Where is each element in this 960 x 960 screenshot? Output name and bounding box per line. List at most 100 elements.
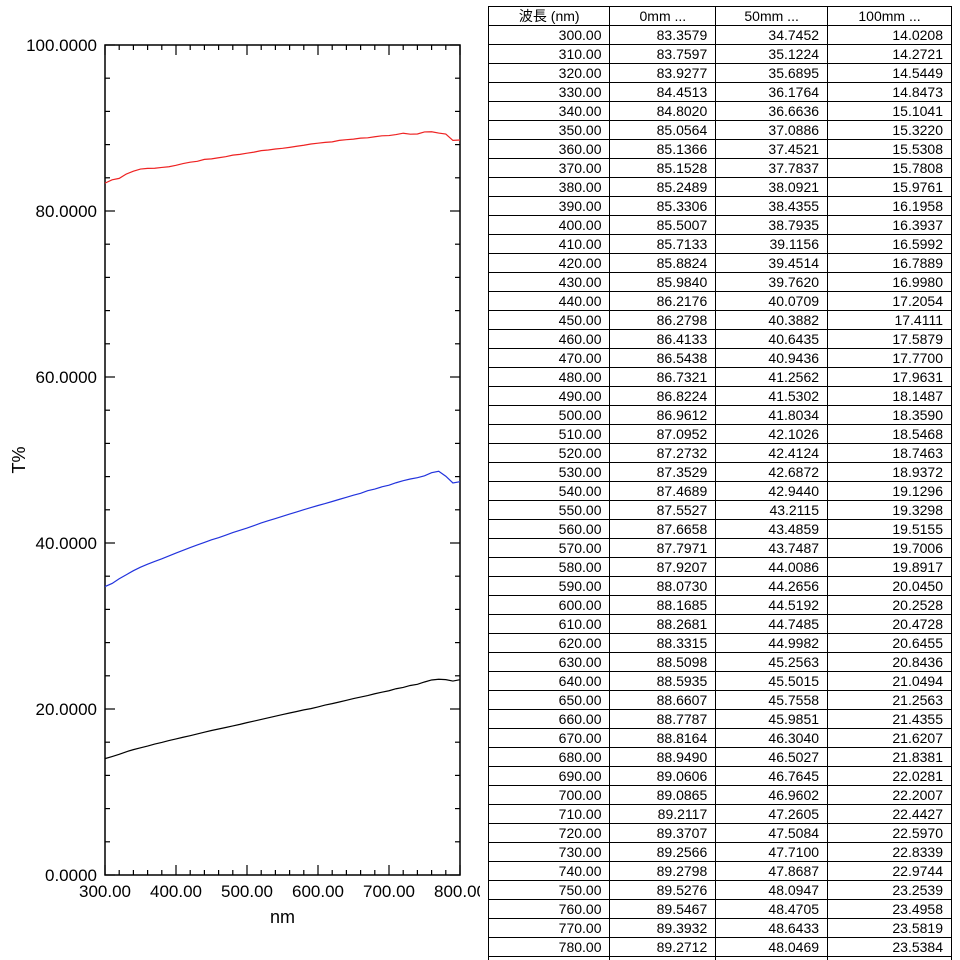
table-cell: 340.00	[489, 102, 610, 121]
table-cell: 48.0469	[716, 938, 828, 957]
table-cell: 21.2563	[828, 691, 952, 710]
table-cell: 89.2566	[610, 843, 716, 862]
table-cell: 84.4513	[610, 83, 716, 102]
table-cell: 17.9631	[828, 368, 952, 387]
table-cell: 44.9982	[716, 634, 828, 653]
table-row: 620.0088.331544.998220.6455	[489, 634, 952, 653]
table-row: 520.0087.273242.412418.7463	[489, 444, 952, 463]
table-cell: 39.1156	[716, 235, 828, 254]
table-cell: 17.4111	[828, 311, 952, 330]
table-cell: 510.00	[489, 425, 610, 444]
table-cell: 47.2605	[716, 805, 828, 824]
table-row: 390.0085.330638.435516.1958	[489, 197, 952, 216]
x-axis-label: nm	[270, 907, 295, 927]
table-cell: 48.6433	[716, 919, 828, 938]
table-cell: 560.00	[489, 520, 610, 539]
table-cell: 47.2334	[716, 957, 828, 960]
table-cell: 610.00	[489, 615, 610, 634]
table-cell: 44.5192	[716, 596, 828, 615]
x-tick-label: 500.00	[221, 882, 273, 901]
table-cell: 400.00	[489, 216, 610, 235]
table-cell: 19.8917	[828, 558, 952, 577]
table-cell: 85.0564	[610, 121, 716, 140]
table-row: 630.0088.509845.256320.8436	[489, 653, 952, 672]
table-row: 680.0088.949046.502721.8381	[489, 748, 952, 767]
table-cell: 37.0886	[716, 121, 828, 140]
x-tick-label: 800.00	[434, 882, 480, 901]
table-cell: 88.2681	[610, 615, 716, 634]
table-cell: 88.3315	[610, 634, 716, 653]
table-cell: 85.1528	[610, 159, 716, 178]
table-cell: 710.00	[489, 805, 610, 824]
table-row: 300.0083.357934.745214.0208	[489, 26, 952, 45]
table-row: 490.0086.822441.530218.1487	[489, 387, 952, 406]
table-row: 340.0084.802036.663615.1041	[489, 102, 952, 121]
table-cell: 45.5015	[716, 672, 828, 691]
table-cell: 640.00	[489, 672, 610, 691]
table-cell: 47.8687	[716, 862, 828, 881]
table-row: 580.0087.920744.008619.8917	[489, 558, 952, 577]
table-cell: 86.8224	[610, 387, 716, 406]
table-cell: 15.9761	[828, 178, 952, 197]
table-row: 790.0088.507247.233423.3650	[489, 957, 952, 960]
y-tick-label: 0.0000	[45, 866, 97, 885]
table-cell: 730.00	[489, 843, 610, 862]
x-tick-label: 400.00	[150, 882, 202, 901]
table-cell: 23.5384	[828, 938, 952, 957]
table-cell: 23.3650	[828, 957, 952, 960]
table-cell: 370.00	[489, 159, 610, 178]
table-cell: 88.5072	[610, 957, 716, 960]
table-row: 540.0087.468942.944019.1296	[489, 482, 952, 501]
table-cell: 17.2054	[828, 292, 952, 311]
table-cell: 85.8824	[610, 254, 716, 273]
table-row: 700.0089.086546.960222.2007	[489, 786, 952, 805]
table-cell: 47.7100	[716, 843, 828, 862]
table-cell: 85.9840	[610, 273, 716, 292]
table-cell: 540.00	[489, 482, 610, 501]
table-cell: 360.00	[489, 140, 610, 159]
table-row: 440.0086.217640.070917.2054	[489, 292, 952, 311]
table-row: 410.0085.713339.115616.5992	[489, 235, 952, 254]
table-cell: 86.9612	[610, 406, 716, 425]
table-cell: 760.00	[489, 900, 610, 919]
table-cell: 45.2563	[716, 653, 828, 672]
table-cell: 87.5527	[610, 501, 716, 520]
table-cell: 23.5819	[828, 919, 952, 938]
table-cell: 88.5098	[610, 653, 716, 672]
table-header-row: 波長 (nm)0mm ...50mm ...100mm ...	[489, 7, 952, 26]
chart-panel: 300.00400.00500.00600.00700.00800.000.00…	[0, 0, 480, 960]
table-cell: 89.0865	[610, 786, 716, 805]
table-cell: 690.00	[489, 767, 610, 786]
table-row: 720.0089.370747.508422.5970	[489, 824, 952, 843]
table-cell: 36.1764	[716, 83, 828, 102]
table-cell: 43.2115	[716, 501, 828, 520]
table-row: 320.0083.927735.689514.5449	[489, 64, 952, 83]
table-cell: 20.0450	[828, 577, 952, 596]
table-cell: 17.7700	[828, 349, 952, 368]
table-cell: 84.8020	[610, 102, 716, 121]
table-cell: 14.2721	[828, 45, 952, 64]
table-cell: 500.00	[489, 406, 610, 425]
table-row: 420.0085.882439.451416.7889	[489, 254, 952, 273]
table-cell: 46.5027	[716, 748, 828, 767]
column-header-3: 100mm ...	[828, 7, 952, 26]
table-cell: 520.00	[489, 444, 610, 463]
table-cell: 88.7787	[610, 710, 716, 729]
table-cell: 770.00	[489, 919, 610, 938]
table-cell: 44.2656	[716, 577, 828, 596]
table-row: 590.0088.073044.265620.0450	[489, 577, 952, 596]
table-cell: 89.5467	[610, 900, 716, 919]
table-cell: 47.5084	[716, 824, 828, 843]
table-cell: 15.1041	[828, 102, 952, 121]
table-row: 570.0087.797143.748719.7006	[489, 539, 952, 558]
table-cell: 23.4958	[828, 900, 952, 919]
table-cell: 570.00	[489, 539, 610, 558]
table-cell: 85.3306	[610, 197, 716, 216]
table-row: 600.0088.168544.519220.2528	[489, 596, 952, 615]
table-cell: 740.00	[489, 862, 610, 881]
table-cell: 18.3590	[828, 406, 952, 425]
table-row: 470.0086.543840.943617.7700	[489, 349, 952, 368]
table-cell: 85.1366	[610, 140, 716, 159]
table-cell: 89.2712	[610, 938, 716, 957]
table-row: 730.0089.256647.710022.8339	[489, 843, 952, 862]
